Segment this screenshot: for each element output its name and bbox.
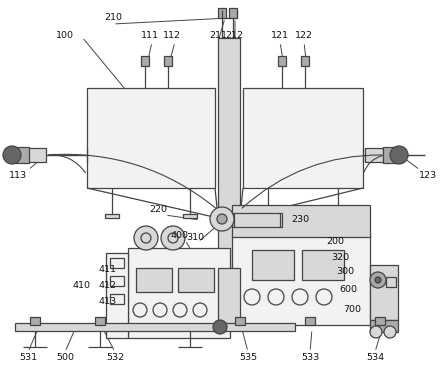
Bar — [95, 317, 105, 325]
Text: 700: 700 — [343, 305, 361, 315]
Bar — [178, 268, 214, 292]
Text: 211: 211 — [209, 31, 227, 39]
Bar — [370, 265, 398, 320]
Circle shape — [217, 214, 227, 224]
Bar — [218, 38, 240, 268]
Circle shape — [370, 272, 386, 288]
Text: 220: 220 — [149, 205, 167, 215]
Bar — [232, 235, 370, 325]
Text: 111: 111 — [141, 31, 159, 39]
Circle shape — [370, 326, 382, 338]
Bar — [218, 8, 226, 18]
Circle shape — [3, 146, 21, 164]
Bar — [141, 56, 149, 66]
Bar — [331, 214, 345, 218]
Bar — [15, 323, 295, 331]
Bar — [218, 268, 240, 328]
Text: 531: 531 — [19, 354, 37, 362]
Bar — [136, 268, 172, 292]
Text: 310: 310 — [186, 234, 204, 243]
Bar — [375, 317, 385, 325]
Bar — [305, 317, 315, 325]
Text: 535: 535 — [239, 354, 257, 362]
Text: 212: 212 — [225, 31, 243, 39]
Bar — [30, 317, 40, 325]
Bar — [383, 147, 397, 163]
Bar — [365, 148, 383, 162]
Text: 210: 210 — [104, 14, 122, 22]
Bar — [110, 294, 124, 304]
Bar — [261, 214, 275, 218]
Text: 533: 533 — [301, 354, 319, 362]
Bar — [28, 148, 46, 162]
Bar — [235, 317, 245, 325]
Text: 534: 534 — [366, 354, 384, 362]
Circle shape — [210, 207, 234, 231]
Bar — [110, 276, 124, 286]
Bar — [183, 214, 197, 218]
Text: 122: 122 — [295, 31, 313, 39]
Bar — [232, 213, 282, 227]
Text: 230: 230 — [291, 216, 309, 224]
Text: 300: 300 — [336, 268, 354, 276]
Text: 600: 600 — [339, 286, 357, 294]
Text: 500: 500 — [56, 354, 74, 362]
Text: 411: 411 — [99, 265, 117, 275]
Bar — [278, 56, 286, 66]
Bar — [164, 56, 172, 66]
Circle shape — [384, 326, 396, 338]
Text: 400: 400 — [171, 230, 189, 240]
Circle shape — [134, 226, 158, 250]
Bar — [370, 320, 398, 332]
Circle shape — [213, 320, 227, 334]
Bar — [15, 147, 29, 163]
Bar — [232, 205, 370, 237]
Text: 320: 320 — [331, 254, 349, 262]
Text: 121: 121 — [271, 31, 289, 39]
Text: 123: 123 — [419, 170, 437, 180]
Text: 100: 100 — [56, 31, 74, 39]
Bar — [128, 248, 230, 338]
Text: 412: 412 — [99, 282, 117, 290]
Bar — [87, 88, 215, 188]
Bar — [229, 8, 237, 18]
Circle shape — [390, 146, 408, 164]
Circle shape — [161, 226, 185, 250]
Text: 410: 410 — [73, 282, 91, 290]
Bar — [106, 253, 128, 338]
Bar — [105, 214, 119, 218]
Text: 413: 413 — [99, 297, 117, 307]
Text: 532: 532 — [106, 354, 124, 362]
Bar — [110, 258, 124, 268]
Text: 200: 200 — [326, 237, 344, 247]
Bar — [243, 88, 363, 188]
Text: 112: 112 — [163, 31, 181, 39]
Text: 113: 113 — [9, 170, 27, 180]
Bar — [301, 56, 309, 66]
Bar — [252, 250, 294, 280]
Bar — [302, 250, 344, 280]
Bar — [386, 277, 396, 287]
Circle shape — [375, 277, 381, 283]
